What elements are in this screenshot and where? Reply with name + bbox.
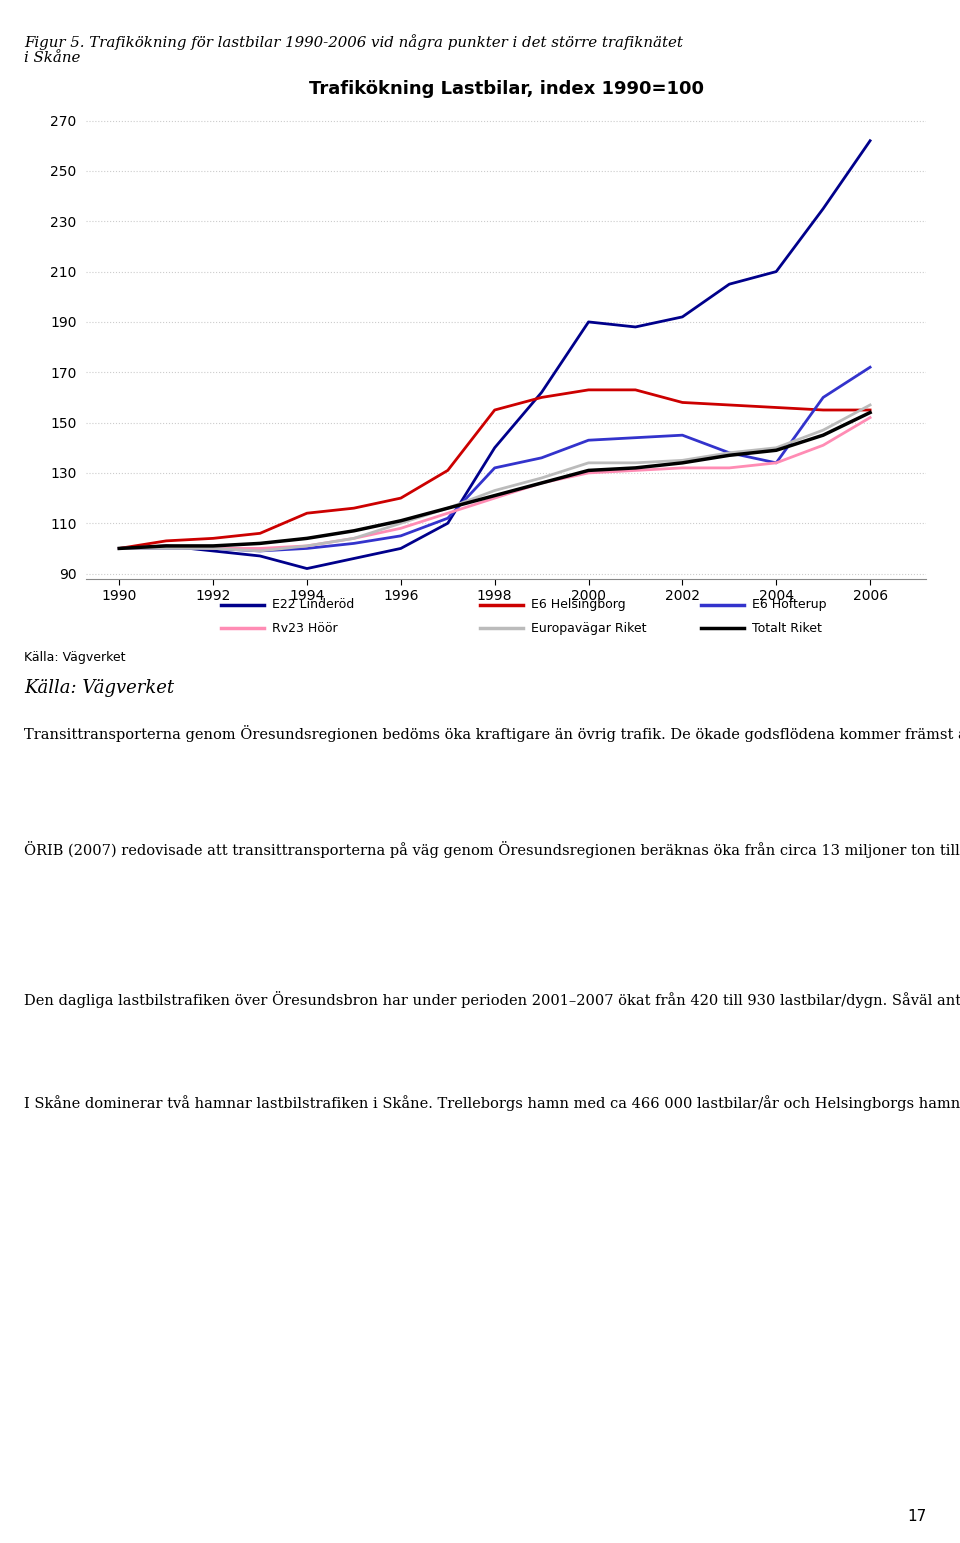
Text: Transittransporterna genom Öresundsregionen bedöms öka kraftigare än övrig trafi: Transittransporterna genom Öresundsregio… [24,725,960,742]
Text: E6 Helsingborg: E6 Helsingborg [531,599,626,611]
Text: E22 Linderöd: E22 Linderöd [272,599,354,611]
Text: Källa: Vägverket: Källa: Vägverket [24,651,126,663]
Text: 17: 17 [907,1509,926,1524]
Text: Källa: Vägverket: Källa: Vägverket [24,679,174,697]
Text: Figur 5. Trafikökning för lastbilar 1990-2006 vid några punkter i det större tra: Figur 5. Trafikökning för lastbilar 1990… [24,34,683,49]
Title: Trafikökning Lastbilar, index 1990=100: Trafikökning Lastbilar, index 1990=100 [309,80,704,99]
Text: i Skåne: i Skåne [24,51,81,65]
Text: I Skåne dominerar två hamnar lastbilstrafiken i Skåne. Trelleborgs hamn med ca 4: I Skåne dominerar två hamnar lastbilstra… [24,1096,960,1111]
Text: ÖRIB (2007) redovisade att transittransporterna på väg genom Öresundsregionen be: ÖRIB (2007) redovisade att transittransp… [24,841,960,858]
Text: Europavägar Riket: Europavägar Riket [531,622,646,634]
Text: Den dagliga lastbilstrafiken över Öresundsbron har under perioden 2001–2007 ökat: Den dagliga lastbilstrafiken över Öresun… [24,991,960,1008]
Text: Totalt Riket: Totalt Riket [752,622,822,634]
Text: E6 Hofterup: E6 Hofterup [752,599,827,611]
Text: Rv23 Höör: Rv23 Höör [272,622,337,634]
